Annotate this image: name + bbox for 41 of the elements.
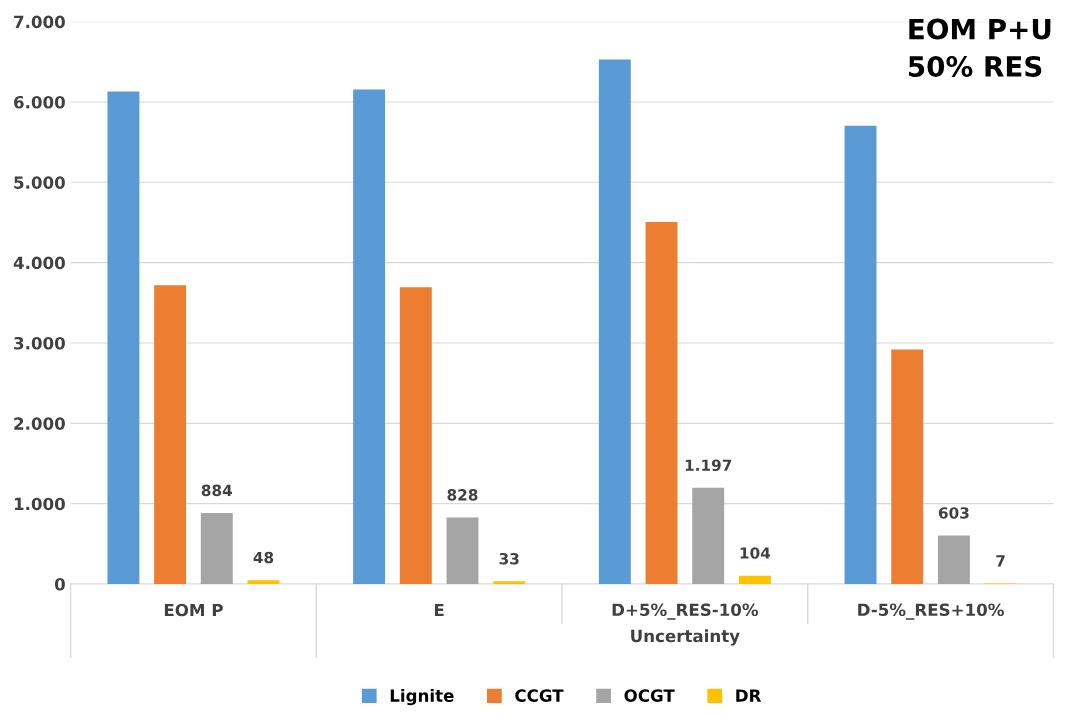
x-axis-title: Uncertainty xyxy=(631,629,740,646)
y-tick-label: 6.000 xyxy=(14,95,65,109)
x-tick-label: D-5%_RES+10% xyxy=(858,603,1004,620)
data-label: 48 xyxy=(253,551,274,564)
data-label: 603 xyxy=(938,507,969,519)
data-label: 104 xyxy=(740,547,771,559)
bar xyxy=(598,59,631,585)
legend-label: DR xyxy=(736,689,762,702)
bar xyxy=(107,91,140,585)
data-label: 828 xyxy=(447,489,478,501)
bar xyxy=(493,581,526,585)
legend-label: OCGT xyxy=(624,689,675,702)
bar xyxy=(937,535,970,585)
data-label: 1.197 xyxy=(685,459,732,471)
bar xyxy=(844,125,877,585)
legend-label: CCGT xyxy=(515,689,564,702)
bar xyxy=(247,580,280,585)
y-tick-label: 3.000 xyxy=(14,336,65,350)
data-label: 884 xyxy=(201,484,233,497)
bar xyxy=(399,287,432,585)
x-tick-label: E xyxy=(434,603,444,617)
bar xyxy=(154,285,187,585)
chart-title: EOM P+U 50% RES xyxy=(908,18,1051,77)
legend-label: Lignite xyxy=(390,688,454,706)
bar xyxy=(446,517,479,585)
bar xyxy=(353,89,386,585)
y-tick-label: 7.000 xyxy=(14,15,65,29)
data-label: 7 xyxy=(996,555,1005,567)
bar xyxy=(200,512,233,585)
x-tick-label: D+5%_RES-10% xyxy=(612,603,759,620)
y-tick-label: 4.000 xyxy=(13,256,65,270)
y-tick-label: 1.000 xyxy=(14,497,65,511)
x-tick-label: EOM P xyxy=(164,603,223,617)
y-tick-label: 5.000 xyxy=(14,176,65,189)
y-tick-label: 2.000 xyxy=(14,417,65,430)
bar xyxy=(738,575,771,585)
bar xyxy=(645,222,678,585)
bar xyxy=(692,487,725,585)
bar xyxy=(891,349,924,585)
data-label: 33 xyxy=(499,552,519,565)
y-tick-label: 0 xyxy=(54,577,65,591)
